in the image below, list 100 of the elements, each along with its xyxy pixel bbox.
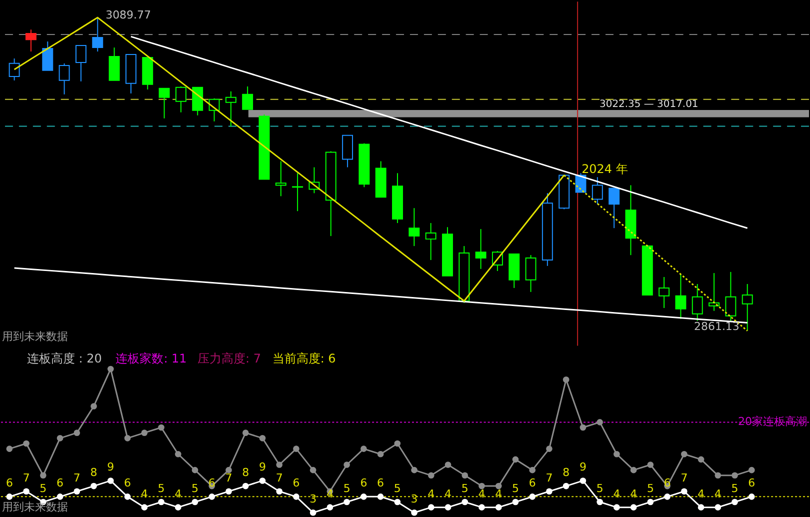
candlestick [425,222,436,261]
candlestick [742,284,753,332]
candlestick [225,90,236,127]
point [158,498,164,506]
point [732,472,738,479]
data-label: 6 [6,476,13,490]
point [192,498,198,506]
band-label: 3022.35 — 3017.01 [600,98,698,110]
point [748,494,755,500]
point [478,504,485,510]
data-label: 5 [158,482,165,496]
candlestick [8,58,20,81]
data-label: 4 [444,487,452,500]
data-label: 6 [56,476,64,490]
data-label: 7 [22,471,30,484]
point [444,462,452,468]
point [681,450,688,458]
data-label: 5 [40,482,47,496]
point [596,498,603,506]
data-label: 5 [512,482,519,496]
point [141,504,148,510]
data-label: 9 [107,460,114,474]
data-label: 7 [276,471,283,484]
point [512,456,519,463]
candlestick [525,254,536,292]
data-label: 9 [258,460,266,474]
point [698,504,704,510]
point [411,466,418,474]
point [714,472,722,479]
point [276,462,282,468]
data-label: 6 [377,476,384,490]
point [310,466,316,474]
point [748,466,755,474]
candlestick [58,62,70,95]
point [74,488,80,495]
point [23,488,30,495]
data-label: 6 [528,476,536,490]
data-label: 7 [225,471,232,484]
data-label: 4 [613,487,620,500]
point [512,498,519,506]
point [344,498,350,506]
candlestick [342,134,354,168]
candlestick [408,208,420,247]
candlestick [192,86,204,116]
point [428,504,434,510]
point [444,504,452,510]
point [40,472,46,479]
point [596,419,603,426]
data-label: 5 [461,482,468,496]
point [647,462,654,468]
data-label: 8 [562,466,570,480]
annotation: 2024 年 [582,162,628,176]
data-label: 6 [292,476,300,490]
point [732,498,738,506]
point [580,478,586,484]
candlestick [275,160,286,197]
point [562,482,570,490]
data-label: 3 [310,492,317,506]
data-label: 7 [73,471,80,484]
data-label: 6 [748,476,756,490]
data-label: 4 [326,487,334,500]
data-label: 4 [630,487,638,500]
point [141,430,148,436]
point [529,494,536,500]
point [462,498,468,506]
point [192,466,198,474]
annotation: 当前高度: 6 [272,352,336,366]
point [310,509,316,516]
point [174,504,182,510]
point [377,494,384,500]
annotation: 用到未来数据 [2,500,68,514]
point [56,494,64,500]
point [6,446,13,452]
point [293,494,300,500]
point [56,435,64,442]
candlestick [242,86,254,110]
data-label: 5 [731,482,738,496]
point [360,494,367,500]
point [411,509,418,516]
data-label: 3 [410,492,418,506]
point [562,376,570,383]
point [226,488,232,495]
point [478,482,485,490]
candlestick [175,86,186,113]
point [326,504,334,510]
point [394,498,401,506]
candlestick [158,88,170,119]
annotation: 连板家数: 11 [116,352,187,366]
point [698,456,704,463]
candlestick [75,44,86,82]
annotation: 3089.77 [106,8,151,22]
data-label: 6 [124,476,132,490]
point [6,494,13,500]
point [208,494,216,500]
data-label: 4 [495,487,502,500]
point [74,430,80,436]
point [124,494,131,500]
point [90,403,97,410]
ref-line-label: 20家连板高潮 [738,415,808,428]
point [681,488,688,495]
